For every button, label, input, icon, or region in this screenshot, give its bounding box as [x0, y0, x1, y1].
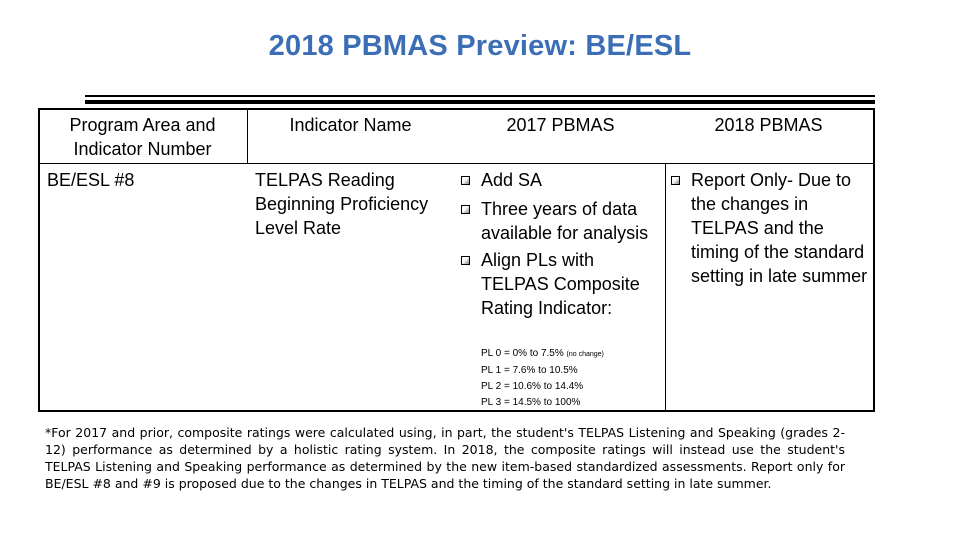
column-header: 2017 PBMAS [506, 115, 615, 135]
pl-line: PL 1 = 7.6% to 10.5% [481, 365, 578, 376]
bullet-item: Report Only- Due to the changes in TELPA… [667, 168, 871, 288]
bullet-item: Add SA [457, 168, 662, 192]
column-header: 2018 PBMAS [714, 115, 823, 135]
pbmas-2018-list: Report Only- Due to the changes in TELPA… [667, 168, 871, 288]
title-rule [85, 100, 875, 104]
table-border [38, 108, 875, 110]
table-border [38, 108, 40, 412]
pbmas-2017-list: Add SA Three years of data available for… [457, 168, 662, 320]
footnote: *For 2017 and prior, composite ratings w… [45, 425, 845, 491]
performance-levels: PL 0 = 0% to 7.5% (no change) PL 1 = 7.6… [481, 346, 661, 411]
pl-text: PL 0 = 0% to 7.5% [481, 348, 564, 359]
table-border [873, 108, 875, 412]
bullet-item: Three years of data available for analys… [457, 197, 662, 245]
table-border [38, 410, 875, 412]
indicator-number: BE/ESL #8 [47, 170, 135, 190]
bullet-item: Align PLs with TELPAS Composite Rating I… [457, 248, 662, 320]
column-divider [665, 163, 666, 411]
column-divider [247, 108, 248, 164]
pl-line: PL 2 = 10.6% to 14.4% [481, 381, 584, 392]
column-header: Program Area and Indicator Number [69, 115, 216, 159]
pl-line: PL 3 = 14.5% to 100% [481, 397, 581, 408]
indicator-name: TELPAS Reading Beginning Proficiency Lev… [255, 170, 429, 238]
title-rule [85, 95, 875, 97]
column-header: Indicator Name [289, 115, 412, 135]
pl-line: PL 0 = 0% to 7.5% (no change) [481, 346, 661, 363]
pl-note: (no change) [566, 351, 604, 358]
slide-title: 2018 PBMAS Preview: BE/ESL [268, 30, 692, 62]
header-divider [38, 163, 875, 164]
